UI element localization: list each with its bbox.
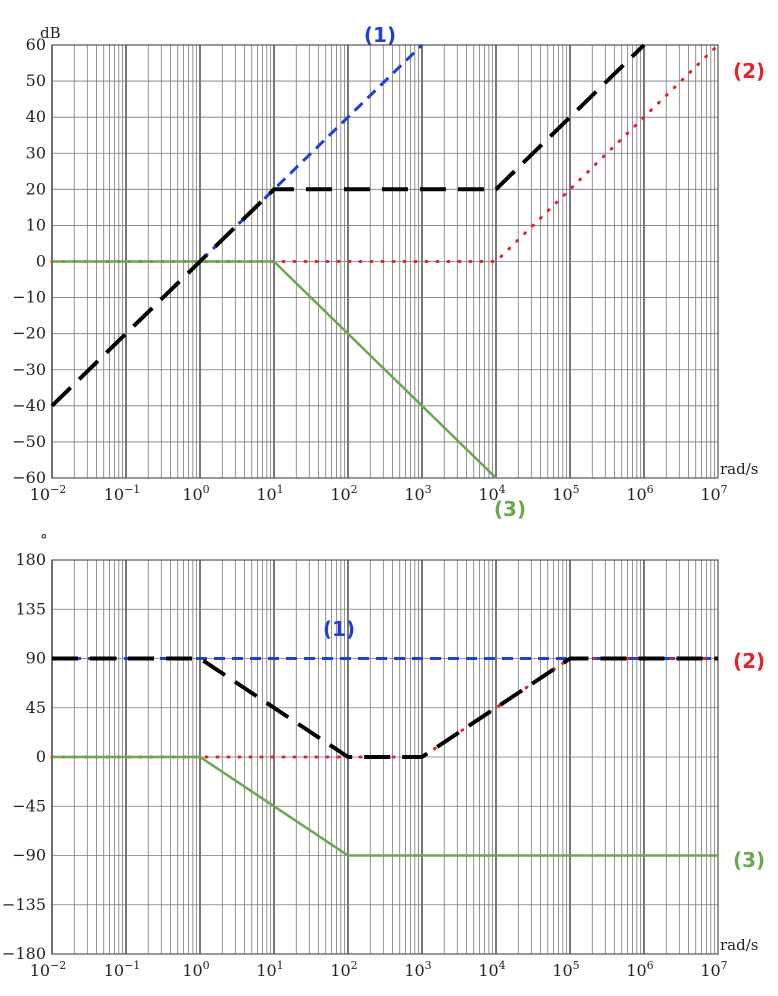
y-tick-label: −40: [12, 396, 46, 415]
x-tick-label: 106: [626, 483, 653, 504]
x-tick-label: 10−1: [104, 959, 141, 980]
y-tick-label: −50: [12, 432, 46, 451]
x-tick-label: 10−2: [30, 959, 67, 980]
series-label-2: (2): [733, 649, 765, 673]
y-tick-label: −90: [12, 846, 46, 865]
y-tick-label: −135: [2, 895, 46, 914]
x-tick-label: 104: [478, 483, 505, 504]
y-tick-label: −30: [12, 360, 46, 379]
x-tick-label: 102: [330, 483, 357, 504]
y-tick-label: 50: [26, 71, 46, 90]
y-tick-label: 10: [26, 215, 46, 234]
series-label-2: (2): [733, 59, 765, 83]
x-tick-label: 10−1: [104, 483, 141, 504]
series-line-combined: [50, 43, 646, 408]
y-tick-label: 30: [26, 143, 46, 162]
series-line-3: [52, 260, 497, 479]
series-line-2: [50, 43, 720, 263]
x-tick-label: 10−2: [30, 483, 67, 504]
x-tick-label: 106: [626, 959, 653, 980]
y-tick-label: 180: [15, 550, 46, 569]
y-tick-label: 135: [15, 599, 46, 618]
x-axis-label: rad/s: [720, 460, 758, 478]
x-tick-label: 103: [404, 959, 431, 980]
x-tick-label: 107: [700, 483, 727, 504]
x-axis-label: rad/s: [720, 936, 758, 954]
y-tick-label: 0: [36, 252, 46, 271]
x-tick-label: 100: [182, 959, 209, 980]
x-tick-label: 104: [478, 959, 505, 980]
y-tick-label: −45: [12, 796, 46, 815]
y-axis-label: °: [40, 531, 48, 549]
y-tick-label: −20: [12, 324, 46, 343]
series-line-3: [52, 755, 718, 857]
x-tick-label: 101: [256, 959, 283, 980]
y-tick-label: 60: [26, 35, 46, 54]
y-tick-label: −60: [12, 468, 46, 487]
series-line-combined: [52, 656, 718, 759]
series-label-1: (1): [323, 617, 355, 641]
y-axis-label: dB: [40, 24, 61, 42]
x-tick-label: 100: [182, 483, 209, 504]
y-tick-label: 45: [26, 698, 46, 717]
y-tick-label: 20: [26, 179, 46, 198]
y-tick-label: 0: [36, 747, 46, 766]
x-tick-label: 103: [404, 483, 431, 504]
series-label-1: (1): [364, 23, 396, 47]
y-tick-label: 40: [26, 107, 46, 126]
x-tick-label: 105: [552, 483, 579, 504]
x-tick-label: 107: [700, 959, 727, 980]
x-tick-label: 102: [330, 959, 357, 980]
x-tick-label: 105: [552, 959, 579, 980]
series-line-1: [198, 43, 424, 263]
series-label-3: (3): [733, 848, 765, 872]
y-tick-label: −180: [2, 944, 46, 963]
y-tick-label: 90: [26, 649, 46, 668]
series-label-3: (3): [494, 497, 526, 521]
y-tick-label: −10: [12, 288, 46, 307]
x-tick-label: 101: [256, 483, 283, 504]
